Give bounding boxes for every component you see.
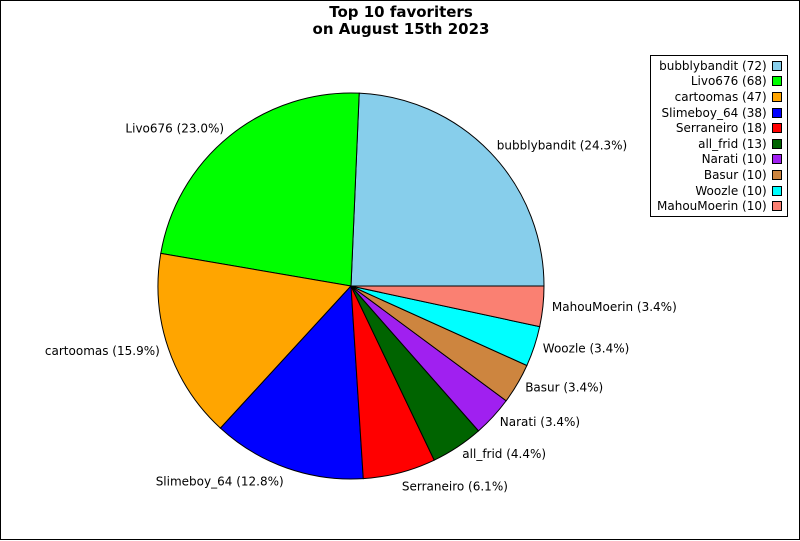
legend-swatch — [771, 185, 782, 196]
slice-label-livo676: Livo676 (23.0%) — [125, 121, 224, 135]
chart-title-line-2: on August 15th 2023 — [312, 20, 490, 38]
chart-title-line-1: Top 10 favoriters — [329, 3, 473, 21]
legend-item-livo676: Livo676 (68) — [657, 74, 782, 90]
slice-label-all-frid: all_frid (4.4%) — [462, 447, 546, 461]
legend-swatch — [771, 107, 782, 118]
pie-slice-cartoomas — [157, 252, 352, 429]
legend-label: cartoomas (47) — [674, 89, 767, 104]
slice-label-mahoumoerin: MahouMoerin (3.4%) — [552, 300, 677, 314]
legend-swatch — [771, 154, 782, 165]
legend-item-serraneiro: Serraneiro (18) — [657, 120, 782, 136]
slice-label-slimeboy-64: Slimeboy_64 (12.8%) — [156, 474, 284, 488]
legend-item-slimeboy-64: Slimeboy_64 (38) — [657, 105, 782, 121]
legend-item-mahoumoerin: MahouMoerin (10) — [657, 198, 782, 214]
slice-label-basur: Basur (3.4%) — [525, 381, 603, 395]
legend-swatch — [771, 169, 782, 180]
pie-slice-livo676 — [160, 92, 360, 287]
legend-label: Narati (10) — [701, 152, 767, 167]
legend-label: Serraneiro (18) — [675, 121, 767, 136]
legend-item-woozle: Woozle (10) — [657, 183, 782, 199]
legend-swatch — [771, 201, 782, 212]
pie-slice-mahoumoerin — [350, 285, 545, 328]
legend-item-basur: Basur (10) — [657, 167, 782, 183]
legend-swatch — [771, 91, 782, 102]
legend-label: Livo676 (68) — [690, 74, 767, 89]
legend-item-cartoomas: cartoomas (47) — [657, 89, 782, 105]
chart-title: Top 10 favoriters on August 15th 2023 — [1, 4, 800, 38]
legend-label: Basur (10) — [703, 167, 767, 182]
legend-swatch — [771, 123, 782, 134]
legend-swatch — [771, 60, 782, 71]
slice-label-cartoomas: cartoomas (15.9%) — [45, 344, 160, 358]
legend-label: Slimeboy_64 (38) — [661, 105, 767, 120]
legend-swatch — [771, 138, 782, 149]
legend-item-all-frid: all_frid (13) — [657, 136, 782, 152]
legend-label: MahouMoerin (10) — [657, 199, 767, 214]
slice-label-narati: Narati (3.4%) — [500, 415, 580, 429]
legend-label: bubblybandit (72) — [659, 58, 767, 73]
legend-label: all_frid (13) — [698, 136, 767, 151]
legend-label: Woozle (10) — [695, 183, 767, 198]
legend-item-narati: Narati (10) — [657, 152, 782, 168]
legend: bubblybandit (72) Livo676 (68) cartoomas (… — [650, 55, 788, 217]
legend-swatch — [771, 76, 782, 87]
slice-label-serraneiro: Serraneiro (6.1%) — [402, 479, 508, 493]
legend-item-bubblybandit: bubblybandit (72) — [657, 58, 782, 74]
slice-label-woozle: Woozle (3.4%) — [543, 342, 630, 356]
slice-label-bubblybandit: bubblybandit (24.3%) — [497, 139, 627, 153]
pie-slice-slimeboy-64 — [219, 284, 364, 480]
pie-slice-bubblybandit — [350, 92, 545, 287]
